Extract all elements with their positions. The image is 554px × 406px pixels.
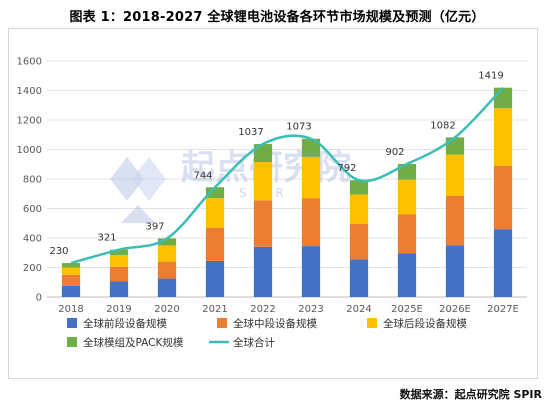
bar-segment-back bbox=[253, 162, 273, 201]
x-tick-label: 2024 bbox=[346, 304, 371, 315]
bar-segment-middle bbox=[349, 223, 369, 260]
y-tick-label: 1600 bbox=[17, 57, 42, 68]
bar-segment-module bbox=[61, 263, 81, 268]
y-tick-label: 1000 bbox=[17, 145, 42, 156]
bar-segment-module bbox=[493, 87, 513, 109]
bar-segment-module bbox=[397, 163, 417, 180]
data-label: 792 bbox=[337, 163, 356, 174]
legend-swatch bbox=[217, 318, 227, 328]
bar-segment-module bbox=[445, 137, 465, 155]
y-tick-label: 1200 bbox=[17, 116, 42, 127]
bar-segment-middle bbox=[493, 165, 513, 230]
bars bbox=[61, 87, 513, 297]
bar-segment-middle bbox=[301, 198, 321, 247]
x-tick-label: 2022 bbox=[250, 304, 275, 315]
data-label: 1037 bbox=[238, 127, 263, 138]
y-tick-label: 1400 bbox=[17, 86, 42, 97]
x-tick-label: 2026E bbox=[439, 304, 471, 315]
bar-segment-front bbox=[301, 246, 321, 297]
bar-segment-front bbox=[493, 229, 513, 297]
bar-segment-back bbox=[61, 267, 81, 275]
bar-segment-front bbox=[445, 245, 465, 297]
chart-title: 图表 1：2018-2027 全球锂电池设备各环节市场规模及预测（亿元） bbox=[69, 10, 485, 25]
data-label: 1073 bbox=[286, 122, 311, 133]
data-label: 1082 bbox=[430, 120, 455, 131]
data-label: 902 bbox=[385, 147, 404, 158]
bar-segment-back bbox=[157, 245, 177, 262]
y-tick-label: 400 bbox=[23, 234, 42, 245]
chart-canvas: 起点研究院 SPIR 02004006008001000120014001600… bbox=[17, 57, 527, 349]
legend-label: 全球中段设备规模 bbox=[233, 317, 317, 330]
legend-swatch bbox=[67, 337, 77, 347]
source-note: 数据来源：起点研究院 SPIR bbox=[399, 388, 542, 401]
x-tick-label: 2019 bbox=[106, 304, 131, 315]
y-axis: 0 200 400 600 800 1000 1200 1400 1600 bbox=[17, 57, 42, 304]
bar-segment-middle bbox=[445, 195, 465, 246]
bar-segment-front bbox=[397, 253, 417, 297]
data-label: 397 bbox=[145, 221, 164, 232]
legend-swatch bbox=[367, 318, 377, 328]
x-tick-label: 2021 bbox=[202, 304, 227, 315]
chart-frame: 起点研究院 SPIR 02004006008001000120014001600… bbox=[8, 28, 538, 379]
bar-segment-module bbox=[301, 138, 321, 157]
bar-segment-middle bbox=[157, 261, 177, 279]
y-tick-label: 200 bbox=[23, 263, 42, 274]
bar-segment-module bbox=[109, 249, 129, 255]
legend-label: 全球前段设备规模 bbox=[83, 317, 167, 330]
total-line bbox=[70, 86, 504, 265]
bar-segment-middle bbox=[397, 214, 417, 254]
y-tick-label: 600 bbox=[23, 204, 42, 215]
x-tick-label: 2025E bbox=[391, 304, 423, 315]
legend-label: 全球模组及PACK规模 bbox=[83, 336, 184, 349]
bar-segment-front bbox=[157, 278, 177, 297]
bar-segment-module bbox=[253, 144, 273, 163]
data-label: 1419 bbox=[478, 71, 503, 82]
bar-segment-back bbox=[301, 156, 321, 199]
data-label: 230 bbox=[49, 246, 68, 257]
bar-segment-front bbox=[61, 285, 81, 297]
bar-segment-module bbox=[205, 187, 225, 199]
bar-segment-middle bbox=[205, 227, 225, 261]
bar-segment-back bbox=[493, 108, 513, 166]
total-line-path bbox=[70, 86, 504, 265]
y-tick-label: 800 bbox=[23, 175, 42, 186]
bar-segment-front bbox=[349, 259, 369, 297]
bar-segment-module bbox=[157, 238, 177, 246]
bar-segment-front bbox=[253, 246, 273, 297]
legend-swatch bbox=[67, 318, 77, 328]
bar-segment-back bbox=[109, 254, 129, 267]
bar-segment-middle bbox=[61, 274, 81, 286]
bar-segment-front bbox=[205, 260, 225, 297]
bar-segment-back bbox=[397, 179, 417, 215]
legend-label: 全球后段设备规模 bbox=[383, 317, 467, 330]
data-label: 744 bbox=[193, 170, 212, 181]
legend-label: 全球合计 bbox=[233, 336, 275, 349]
data-label: 321 bbox=[97, 233, 116, 244]
x-axis: 2018 2019 2020 2021 2022 2023 2024 2025E 2026E 20… bbox=[58, 304, 519, 315]
x-tick-label: 2018 bbox=[58, 304, 83, 315]
bar-segment-middle bbox=[109, 266, 129, 282]
bar-segment-front bbox=[109, 281, 129, 297]
watermark-logo-icon bbox=[110, 157, 166, 223]
bar-segment-back bbox=[205, 198, 225, 228]
x-tick-label: 2020 bbox=[154, 304, 179, 315]
bar-segment-back bbox=[445, 154, 465, 196]
x-tick-label: 2027E bbox=[487, 304, 519, 315]
x-tick-label: 2023 bbox=[298, 304, 323, 315]
bar-segment-back bbox=[349, 194, 369, 224]
bar-segment-module bbox=[349, 180, 369, 195]
bar-segment-middle bbox=[253, 200, 273, 247]
data-labels: 230 321 397 744 1037 1073 792 902 1082 1419 bbox=[49, 71, 503, 257]
y-tick-label: 0 bbox=[36, 293, 42, 304]
